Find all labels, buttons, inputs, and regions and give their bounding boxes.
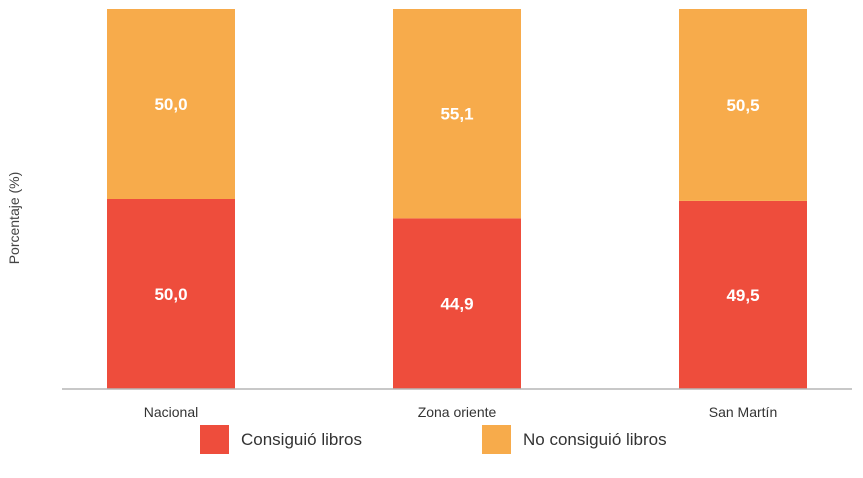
bars-group: 50,0 50,0 44,9 55,1 49,5 50,5	[107, 9, 807, 389]
legend-swatch-no-consiguio	[482, 425, 511, 454]
legend-label-consiguio: Consiguió libros	[241, 429, 362, 449]
data-label-zona-oriente-no-consiguio-libros: 55,1	[440, 105, 473, 124]
x-tick-label-san-martin: San Martín	[709, 404, 777, 420]
bar-nacional-consiguio-libros	[107, 199, 235, 389]
legend: Consiguió libros No consiguió libros	[0, 425, 863, 455]
bar-san-martin-consiguio-libros	[679, 200, 807, 389]
legend-swatch-consiguio	[200, 425, 229, 454]
category-labels-group: Nacional Zona oriente San Martín	[144, 404, 777, 420]
y-axis-title: Porcentaje (%)	[6, 172, 22, 265]
bar-nacional-no-consiguio-libros	[107, 9, 235, 199]
data-label-san-martin-consiguio-libros: 49,5	[726, 286, 759, 305]
bar-zona-oriente-no-consiguio-libros	[393, 9, 521, 219]
data-label-zona-oriente-consiguio-libros: 44,9	[440, 295, 473, 314]
bar-zona-oriente-consiguio-libros	[393, 218, 521, 389]
legend-label-no-consiguio: No consiguió libros	[523, 429, 667, 449]
x-tick-label-zona-oriente: Zona oriente	[418, 404, 497, 420]
bar-san-martin-no-consiguio-libros	[679, 9, 807, 201]
legend-item-consiguio: Consiguió libros	[200, 425, 362, 454]
legend-item-no-consiguio: No consiguió libros	[482, 425, 667, 454]
x-tick-label-nacional: Nacional	[144, 404, 198, 420]
data-label-nacional-no-consiguio-libros: 50,0	[154, 95, 187, 114]
data-label-san-martin-no-consiguio-libros: 50,5	[726, 96, 759, 115]
data-label-nacional-consiguio-libros: 50,0	[154, 285, 187, 304]
